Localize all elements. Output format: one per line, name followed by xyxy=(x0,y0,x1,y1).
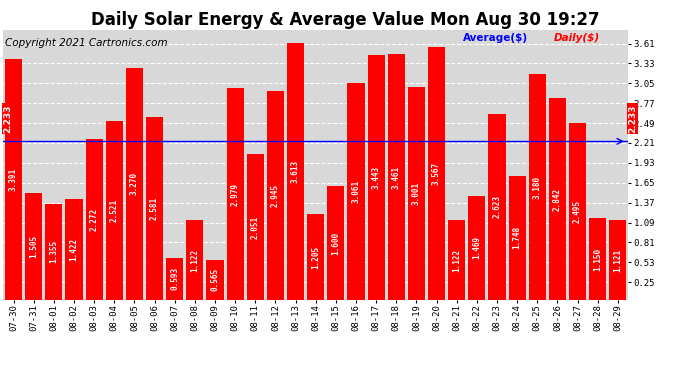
Text: 2.945: 2.945 xyxy=(271,184,280,207)
Text: 3.443: 3.443 xyxy=(372,166,381,189)
Bar xyxy=(106,121,123,300)
Bar xyxy=(166,258,184,300)
Bar xyxy=(347,82,364,300)
Bar xyxy=(146,117,163,300)
Text: 2.233: 2.233 xyxy=(3,105,12,133)
Text: 2.581: 2.581 xyxy=(150,197,159,220)
Text: 1.121: 1.121 xyxy=(613,249,622,272)
Text: Daily($): Daily($) xyxy=(553,33,600,43)
Text: 3.270: 3.270 xyxy=(130,172,139,195)
Bar xyxy=(206,260,224,300)
Text: 1.150: 1.150 xyxy=(593,248,602,271)
Text: 2.521: 2.521 xyxy=(110,199,119,222)
Text: Average($): Average($) xyxy=(463,33,529,43)
Text: 2.233: 2.233 xyxy=(628,105,637,133)
Text: 3.613: 3.613 xyxy=(291,160,300,183)
Text: 0.565: 0.565 xyxy=(210,268,219,291)
Text: 2.842: 2.842 xyxy=(553,188,562,211)
Bar xyxy=(25,193,42,300)
Text: 1.505: 1.505 xyxy=(29,235,38,258)
Bar xyxy=(509,176,526,300)
Text: 3.001: 3.001 xyxy=(412,182,421,205)
Bar xyxy=(408,87,425,300)
Text: 1.600: 1.600 xyxy=(331,232,340,255)
Bar xyxy=(287,43,304,300)
Bar xyxy=(46,204,62,300)
Text: 2.051: 2.051 xyxy=(250,216,259,239)
Bar xyxy=(469,196,485,300)
Bar xyxy=(126,68,143,300)
Text: 3.461: 3.461 xyxy=(392,165,401,189)
Bar xyxy=(186,220,204,300)
Bar xyxy=(327,186,344,300)
Text: 1.205: 1.205 xyxy=(311,246,320,269)
Text: 1.422: 1.422 xyxy=(70,238,79,261)
Text: 1.122: 1.122 xyxy=(452,249,461,272)
Text: 0.593: 0.593 xyxy=(170,267,179,291)
Bar xyxy=(368,56,384,300)
Bar xyxy=(529,74,546,300)
Text: 3.061: 3.061 xyxy=(351,180,360,203)
Text: 3.180: 3.180 xyxy=(533,176,542,199)
Text: 1.355: 1.355 xyxy=(49,240,59,263)
Text: 3.391: 3.391 xyxy=(9,168,18,191)
Text: 1.469: 1.469 xyxy=(473,236,482,260)
Bar xyxy=(448,220,465,300)
Text: 2.495: 2.495 xyxy=(573,200,582,223)
Bar xyxy=(569,123,586,300)
Bar xyxy=(5,59,22,300)
Bar xyxy=(549,98,566,300)
Text: Daily Solar Energy & Average Value Mon Aug 30 19:27: Daily Solar Energy & Average Value Mon A… xyxy=(90,11,600,29)
Bar xyxy=(589,218,607,300)
Text: 1.122: 1.122 xyxy=(190,249,199,272)
Bar xyxy=(428,46,445,300)
Text: 1.748: 1.748 xyxy=(513,226,522,249)
Bar xyxy=(86,139,103,300)
Bar xyxy=(247,154,264,300)
Bar xyxy=(609,220,627,300)
Bar xyxy=(267,91,284,300)
Bar xyxy=(489,114,506,300)
Text: 2.272: 2.272 xyxy=(90,208,99,231)
Bar xyxy=(66,199,83,300)
Text: 3.567: 3.567 xyxy=(432,162,441,185)
Text: 2.623: 2.623 xyxy=(493,195,502,218)
Text: Copyright 2021 Cartronics.com: Copyright 2021 Cartronics.com xyxy=(6,38,168,48)
Bar xyxy=(307,214,324,300)
Text: 2.979: 2.979 xyxy=(230,183,239,206)
Bar xyxy=(388,54,405,300)
Bar xyxy=(226,88,244,300)
